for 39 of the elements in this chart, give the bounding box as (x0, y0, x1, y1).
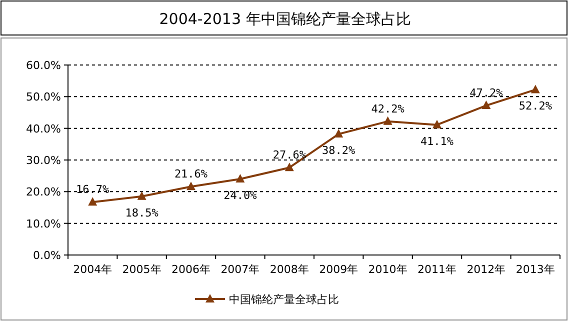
point (530, 84, 540, 94)
chart-title: 2004-2013 年中国锦纶产量全球占比 (159, 10, 411, 28)
point (383, 116, 392, 125)
x-tick-label: 2006年 (172, 263, 210, 276)
data-label: 18.5% (125, 206, 159, 220)
data-label: 24.0% (224, 189, 258, 202)
y-tick-label: 10.0% (26, 217, 61, 230)
y-tick-label: 40.0% (26, 122, 61, 136)
point (186, 182, 196, 190)
x-tick-label: 2008年 (270, 263, 309, 276)
data-label: 16.7% (76, 183, 110, 196)
x-tick-label: 2004年 (73, 263, 112, 276)
x-tick-label: 2011年 (418, 263, 456, 276)
data-label: 38.2% (322, 144, 356, 158)
data-label: 52.2% (518, 100, 552, 113)
data-label: 21.6% (174, 168, 208, 181)
data-label: 27.6% (272, 148, 306, 162)
data-label: 47.2% (470, 86, 504, 100)
y-tick-label: 0.0% (33, 249, 61, 262)
data-label: 42.2% (371, 102, 405, 116)
point (284, 162, 294, 172)
point (236, 174, 245, 182)
point (137, 191, 146, 200)
y-tick-label: 50.0% (26, 90, 61, 104)
point (482, 100, 491, 110)
point (88, 197, 98, 206)
point (432, 120, 442, 128)
x-tick-label: 2005年 (122, 263, 162, 276)
x-tick-label: 2007年 (220, 263, 260, 276)
y-tick-label: 20.0% (26, 186, 61, 199)
x-tick-label: 2013年 (516, 263, 555, 276)
y-tick-label: 60.0% (26, 59, 61, 72)
y-tick-label: 30.0% (26, 154, 61, 167)
x-tick-label: 2012年 (466, 263, 506, 276)
legend-label: 中国锦纶产量全球占比 (229, 293, 339, 306)
x-tick-label: 2010年 (368, 263, 408, 276)
x-tick-label: 2009年 (319, 263, 358, 276)
point (334, 129, 344, 138)
data-label: 41.1% (420, 134, 454, 148)
